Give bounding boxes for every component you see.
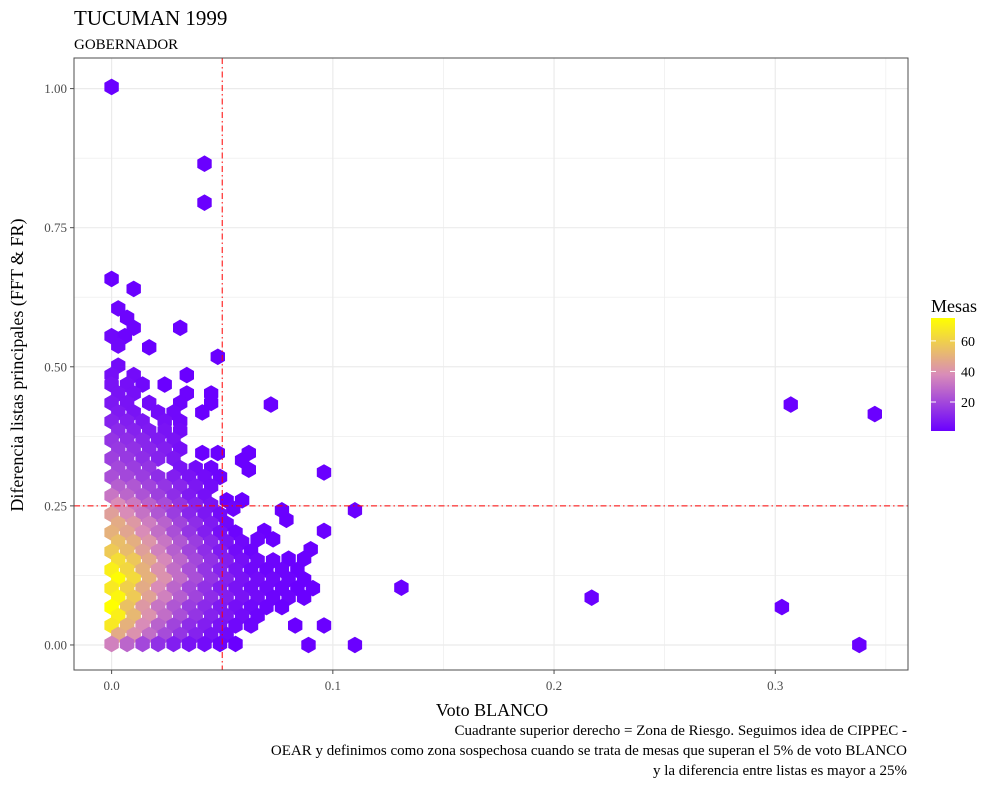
hexbin-cell <box>774 598 790 616</box>
hexbin-cell <box>111 300 126 317</box>
hexbin-cell <box>104 270 119 288</box>
caption-line-2: OEAR y definimos como zona sospechosa cu… <box>271 743 907 759</box>
x-tick-label: 0.2 <box>546 678 562 693</box>
chart-title: TUCUMAN 1999 <box>74 6 227 30</box>
y-tick-label: 1.00 <box>44 81 67 96</box>
hexbin-cell <box>173 319 188 337</box>
hexbin-cell <box>394 579 409 596</box>
hexbin-cell <box>142 394 157 412</box>
hexbin-cell <box>204 394 219 412</box>
hexbin-cell <box>157 376 172 393</box>
hexbin-cell <box>104 635 119 653</box>
hexbin-layer <box>104 78 882 654</box>
x-axis-label: Voto BLANCO <box>436 700 548 720</box>
hexbin-cell <box>250 531 265 548</box>
hexbin-cell <box>126 280 141 298</box>
hexbin-cell <box>279 511 294 529</box>
hexbin-cell <box>210 348 225 366</box>
hexbin-cell <box>305 579 321 597</box>
hexbin-cell <box>281 550 296 567</box>
hexbin-cell <box>243 617 259 634</box>
hexbin-cell <box>263 396 279 413</box>
hexbin-cell <box>212 635 228 653</box>
y-axis-label: Diferencia listas principales (FFT & FR) <box>7 218 28 511</box>
caption: Cuadrante superior derecho = Zona de Rie… <box>271 723 907 779</box>
hexbin-cell <box>212 468 228 486</box>
hexbin-cell <box>195 444 210 462</box>
reference-lines <box>74 58 908 670</box>
legend-title: Mesas <box>931 296 977 316</box>
hexbin-cell <box>142 339 157 356</box>
hexbin-cell <box>104 78 119 96</box>
hexbin-cell <box>241 461 256 478</box>
hexbin-cell <box>111 337 126 354</box>
hexbin-cell <box>584 589 599 606</box>
hexbin-cell <box>150 450 166 467</box>
legend-tick-label: 60 <box>961 335 975 350</box>
hexbin-cell <box>316 464 332 481</box>
hexbin-cell <box>195 404 210 421</box>
hexbin-cell <box>181 635 197 653</box>
hexbin-cell <box>150 635 166 653</box>
x-tick-label: 0.0 <box>103 678 119 693</box>
color-legend: Mesas 20 40 60 <box>931 296 977 431</box>
hexbin-cell <box>316 522 332 540</box>
caption-line-1: Cuadrante superior derecho = Zona de Rie… <box>454 723 907 739</box>
x-tick-label: 0.1 <box>325 678 341 693</box>
legend-colorbar <box>931 318 955 431</box>
grid <box>74 58 908 670</box>
hexbin-cell <box>226 500 241 517</box>
hexbin-cell <box>179 366 194 384</box>
panel-border <box>73 57 909 671</box>
hexbin-cell <box>288 617 303 634</box>
y-tick-label: 0.00 <box>44 637 67 652</box>
hexbin-cell <box>210 444 225 462</box>
hexbin-cell <box>197 635 212 653</box>
hexbin-cell <box>265 531 281 548</box>
axis-ticks: 0.0 0.1 0.2 0.3 0.00 0.25 0.50 0.75 1.00 <box>44 81 783 693</box>
hexbin-cell <box>347 502 363 519</box>
y-tick-label: 0.50 <box>44 359 67 374</box>
hexbin-cell <box>296 589 312 606</box>
hexbin-cell <box>166 635 181 653</box>
hexbin-cell <box>316 617 332 634</box>
chart-subtitle: GOBERNADOR <box>74 37 178 53</box>
hexbin-cell <box>228 635 243 653</box>
hexbin-cell <box>135 635 150 653</box>
y-tick-label: 0.25 <box>44 498 67 513</box>
hexbin-cell <box>867 405 882 423</box>
caption-line-3: y la diferencia entre listas es mayor a … <box>653 763 907 779</box>
hexbin-cell <box>301 636 316 654</box>
legend-ticks: 20 40 60 <box>931 335 975 411</box>
hexbin-cell <box>228 617 243 634</box>
legend-tick-label: 40 <box>961 365 975 380</box>
hexbin-cell <box>783 396 798 413</box>
hexbin-cell <box>296 550 312 567</box>
legend-tick-label: 20 <box>961 396 975 411</box>
y-tick-label: 0.75 <box>44 220 67 235</box>
hexbin-cell <box>347 636 363 654</box>
hexbin-cell <box>197 155 212 172</box>
hexbin-cell <box>119 635 135 653</box>
hexbin-cell <box>274 598 290 616</box>
hexbin-cell <box>852 636 867 654</box>
hexbin-cell <box>197 194 212 211</box>
x-tick-label: 0.3 <box>767 678 783 693</box>
